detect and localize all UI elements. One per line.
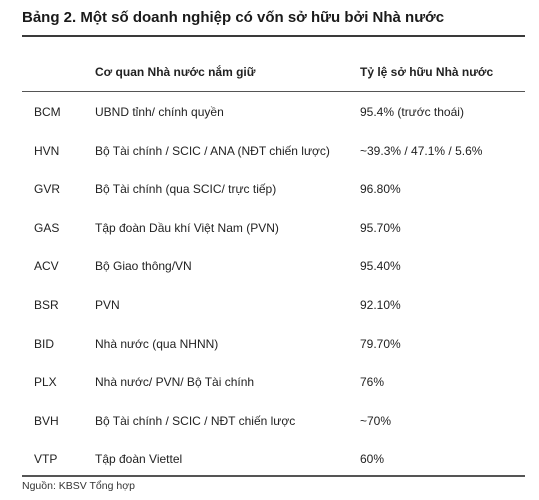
table-row: GVR Bộ Tài chính (qua SCIC/ trực tiếp) 9… [22, 169, 525, 208]
agency-cell: Tập đoàn Dầu khí Việt Nam (PVN) [95, 220, 279, 235]
ratio-cell: 95.4% (trước thoái) [360, 105, 464, 119]
top-divider [22, 35, 525, 37]
table-row: PLX Nhà nước/ PVN/ Bộ Tài chính 76% [22, 362, 525, 401]
agency-cell: UBND tỉnh/ chính quyền [95, 105, 224, 119]
ticker-cell: GAS [34, 220, 60, 235]
ratio-cell: 79.70% [360, 336, 401, 351]
table-row: VTP Tập đoàn Viettel 60% [22, 439, 525, 478]
ticker-cell: BSR [34, 297, 59, 312]
ownership-table: Cơ quan Nhà nước nắm giữ Tỷ lệ sở hữu Nh… [22, 59, 525, 478]
header-ratio: Tỷ lệ sở hữu Nhà nước [360, 65, 494, 79]
ratio-cell: 60% [360, 452, 385, 467]
ticker-cell: VTP [34, 452, 58, 467]
table-row: BVH Bộ Tài chính / SCIC / NĐT chiến lược… [22, 401, 525, 440]
ticker-cell: PLX [34, 375, 57, 390]
agency-cell: Bộ Giao thông/VN [95, 259, 192, 274]
ticker-cell: BID [34, 336, 55, 351]
agency-cell: Bộ Tài chính (qua SCIC/ trực tiếp) [95, 182, 277, 197]
source-note: Nguồn: KBSV Tổng hợp [22, 480, 135, 492]
header-agency: Cơ quan Nhà nước nắm giữ [95, 65, 256, 79]
ticker-cell: GVR [34, 182, 61, 197]
table-title: Bảng 2. Một số doanh nghiệp có vốn sở hữ… [22, 9, 445, 26]
table-row: GAS Tập đoàn Dầu khí Việt Nam (PVN) 95.7… [22, 208, 525, 247]
ratio-cell: 76% [360, 375, 385, 390]
agency-cell: Nhà nước (qua NHNN) [95, 336, 219, 351]
ratio-cell: 96.80% [360, 182, 401, 197]
table-header: Cơ quan Nhà nước nắm giữ Tỷ lệ sở hữu Nh… [22, 59, 525, 92]
table-row: ACV Bộ Giao thông/VN 95.40% [22, 246, 525, 285]
ratio-cell: 95.70% [360, 220, 401, 235]
table-row: HVN Bộ Tài chính / SCIC / ANA (NĐT chiến… [22, 131, 525, 170]
ratio-cell: ~39.3% / 47.1% / 5.6% [360, 143, 483, 158]
table-row: BID Nhà nước (qua NHNN) 79.70% [22, 324, 525, 363]
agency-cell: Bộ Tài chính / SCIC / ANA (NĐT chiến lượ… [95, 143, 330, 158]
agency-cell: Nhà nước/ PVN/ Bộ Tài chính [95, 375, 255, 390]
ratio-cell: 92.10% [360, 297, 401, 312]
table-row: BSR PVN 92.10% [22, 285, 525, 324]
table-row: BCM UBND tỉnh/ chính quyền 95.4% (trước … [22, 92, 525, 131]
bottom-divider [22, 475, 525, 477]
agency-cell: Bộ Tài chính / SCIC / NĐT chiến lược [95, 413, 296, 428]
ratio-cell: 95.40% [360, 259, 401, 274]
ticker-cell: BCM [34, 105, 61, 119]
ticker-cell: ACV [34, 259, 59, 274]
agency-cell: Tập đoàn Viettel [95, 452, 183, 467]
ticker-cell: HVN [34, 143, 60, 158]
ticker-cell: BVH [34, 413, 59, 428]
agency-cell: PVN [95, 297, 120, 312]
ratio-cell: ~70% [360, 413, 392, 428]
